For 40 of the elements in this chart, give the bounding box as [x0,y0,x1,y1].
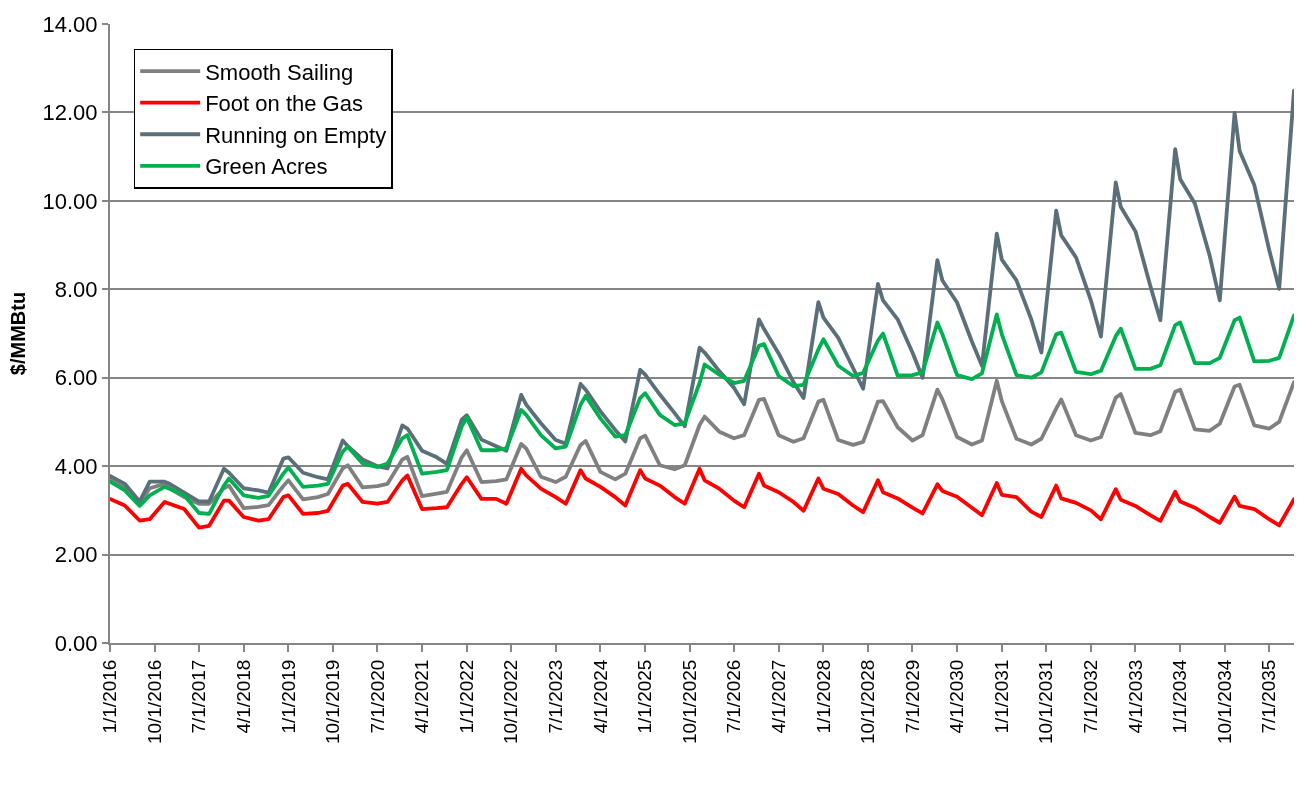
x-tick-label: 1/1/2025 [634,659,656,734]
x-tick-label: 7/1/2035 [1258,659,1280,734]
x-tick-label: 10/1/2019 [322,659,343,745]
x-tick-label: 1/1/2028 [812,659,834,734]
y-tick-label: 14.00 [42,11,98,37]
x-tick-label: 4/1/2021 [411,659,433,734]
y-tick-label: 2.00 [54,542,98,568]
x-tick-label: 4/1/2027 [767,659,789,734]
y-tick-label: 10.00 [42,188,98,214]
x-tick-label: 1/1/2019 [277,659,299,734]
x-tick-label: 10/1/2034 [1213,659,1235,745]
x-tick-label: 4/1/2024 [589,659,611,734]
x-tick-label: 7/1/2017 [188,659,210,734]
legend-label: Foot on the Gas [205,91,363,117]
x-tick-label: 10/1/2031 [1035,659,1057,745]
y-tick-label: 4.00 [54,453,98,479]
y-tick-label: 8.00 [54,276,98,302]
x-tick-label: 10/1/2025 [678,659,700,745]
x-tick-label: 1/1/2016 [99,659,121,734]
legend-label: Running on Empty [205,122,387,148]
y-axis-title: $/MMBtu [6,291,29,376]
x-tick-label: 1/1/2031 [991,659,1013,734]
legend-label: Smooth Sailing [205,59,354,85]
x-tick-label: 4/1/2030 [946,659,968,734]
x-tick-label: 10/1/2028 [857,659,879,745]
x-tick-label: 4/1/2033 [1124,659,1146,734]
x-tick-label: 7/1/2020 [366,659,388,734]
legend-label: Green Acres [205,154,328,180]
x-tick-label: 1/1/2022 [455,659,477,734]
x-tick-label: 10/1/2022 [500,659,522,745]
x-tick-label: 7/1/2032 [1080,659,1102,734]
x-tick-label: 1/1/2034 [1169,659,1191,734]
y-tick-label: 6.00 [54,365,98,391]
x-tick-label: 7/1/2029 [901,659,923,734]
x-tick-label: 7/1/2023 [544,659,566,734]
x-tick-label: 10/1/2016 [143,659,165,745]
x-tick-label: 7/1/2026 [723,659,745,734]
x-tick-label: 4/1/2018 [232,659,254,734]
y-tick-label: 0.00 [54,630,98,656]
y-tick-label: 12.00 [42,100,98,126]
